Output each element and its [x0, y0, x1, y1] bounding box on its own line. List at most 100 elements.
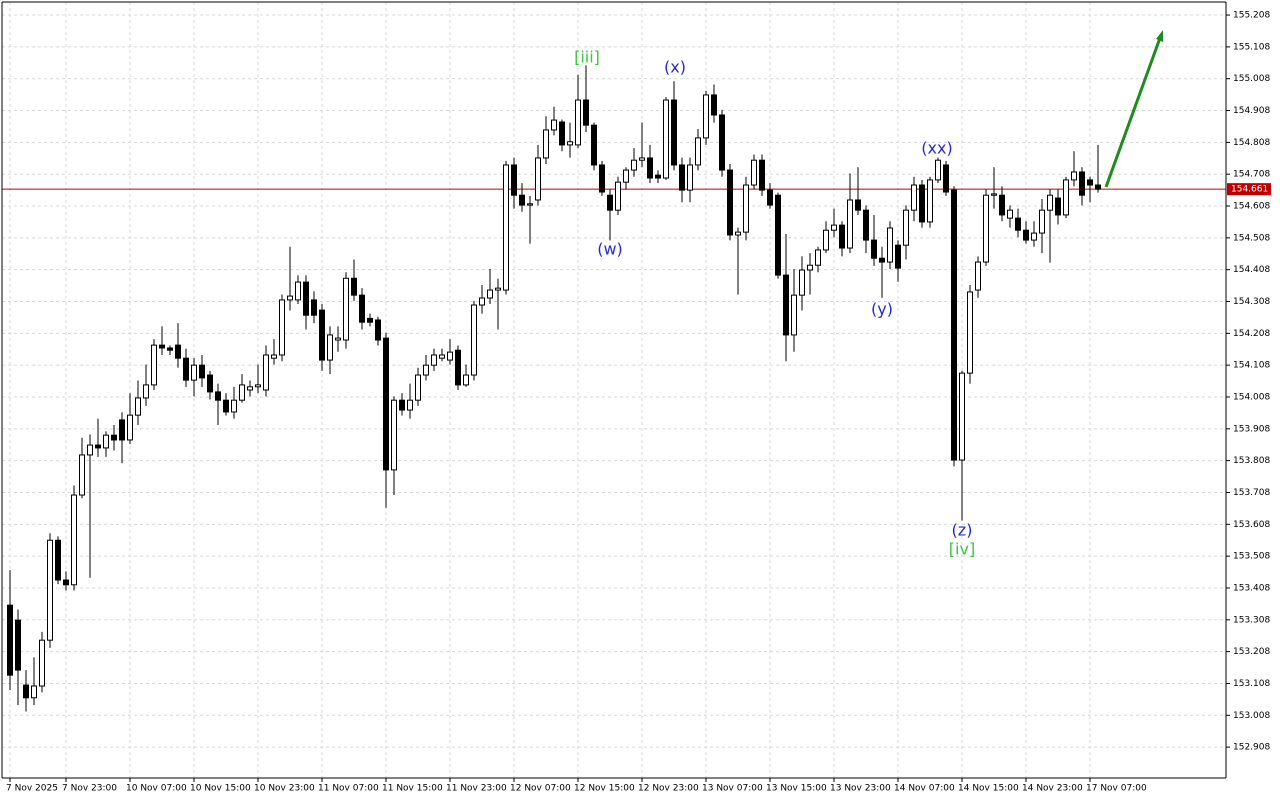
candle-body [495, 287, 501, 291]
candle-body [631, 159, 637, 171]
candle-body [399, 399, 405, 411]
candle-body [367, 317, 373, 323]
candle-body [151, 344, 157, 386]
candle-body [1087, 179, 1093, 186]
y-tick-label: 154.208 [1233, 329, 1270, 339]
y-tick-label: 152.908 [1233, 743, 1270, 753]
candle-body [903, 209, 909, 246]
candle-body [959, 372, 965, 461]
x-tick-label: 7 Nov 2025 [6, 784, 58, 794]
x-tick-label: 17 Nov 07:00 [1086, 784, 1147, 794]
candle-body [71, 494, 77, 586]
candle-body [439, 354, 445, 359]
candles [7, 65, 1101, 712]
candle-body [175, 344, 181, 359]
candle-body [215, 391, 221, 401]
candle-body [695, 137, 701, 166]
candle-body [447, 351, 453, 361]
x-tick-label: 13 Nov 15:00 [766, 784, 827, 794]
candle-body [663, 99, 669, 179]
arrow-head [1156, 30, 1163, 42]
y-tick-label: 155.008 [1233, 74, 1270, 84]
candle-body [999, 194, 1005, 216]
y-tick-label: 154.808 [1233, 138, 1270, 148]
candle-body [759, 159, 765, 191]
candle-body [935, 159, 941, 181]
candle-body [887, 227, 893, 263]
candle-body [55, 539, 61, 581]
x-tick-label: 14 Nov 15:00 [958, 784, 1019, 794]
wave-label: (w) [597, 240, 623, 259]
candle-body [15, 619, 21, 671]
y-tick-label: 153.508 [1233, 552, 1270, 562]
y-tick-label: 153.008 [1233, 711, 1270, 721]
candle-body [271, 354, 277, 359]
candle-body [303, 281, 309, 316]
candle-body [535, 157, 541, 201]
x-tick-label: 12 Nov 23:00 [638, 784, 699, 794]
candle-body [655, 174, 661, 179]
x-tick-label: 11 Nov 15:00 [382, 784, 443, 794]
forecast-arrow [1104, 30, 1163, 188]
candle-body [183, 357, 189, 381]
candle-body [871, 239, 877, 259]
candle-body [231, 399, 237, 413]
candle-body [359, 294, 365, 323]
candle-body [855, 199, 861, 211]
candle-body [143, 384, 149, 399]
current-price-box [1227, 183, 1271, 196]
grid [2, 2, 1226, 778]
candle-body [47, 539, 53, 641]
wave-label: (x) [664, 58, 686, 77]
wave-label: (z) [952, 521, 973, 540]
y-tick-label: 155.208 [1233, 11, 1270, 21]
candle-body [911, 184, 917, 211]
candle-body [431, 354, 437, 366]
candle-body [247, 386, 253, 391]
wave-label: [iv] [949, 540, 975, 559]
candle-body [799, 269, 805, 296]
candle-body [255, 384, 261, 388]
candle-body [423, 364, 429, 376]
y-tick-label: 153.308 [1233, 615, 1270, 625]
forecast-line [1104, 37, 1162, 188]
candle-body [703, 94, 709, 139]
x-tick-label: 10 Nov 07:00 [126, 784, 187, 794]
candle-body [127, 414, 133, 441]
candle-body [415, 374, 421, 401]
candle-body [967, 291, 973, 374]
candle-body [767, 189, 773, 206]
candle-body [895, 244, 901, 269]
candle-body [487, 289, 493, 299]
candle-body [103, 434, 109, 449]
candle-body [807, 264, 813, 271]
candle-body [727, 169, 733, 236]
y-tick-label: 153.708 [1233, 488, 1270, 498]
candle-body [375, 319, 381, 341]
candle-body [511, 164, 517, 196]
candle-body [1095, 184, 1101, 190]
x-tick-label: 12 Nov 15:00 [574, 784, 635, 794]
y-tick-label: 154.408 [1233, 265, 1270, 275]
candle-body [391, 399, 397, 471]
x-tick-label: 12 Nov 07:00 [510, 784, 571, 794]
candle-body [335, 337, 341, 341]
y-tick-label: 154.008 [1233, 393, 1270, 403]
y-tick-label: 154.308 [1233, 297, 1270, 307]
candle-body [815, 249, 821, 266]
candle-body [647, 157, 653, 179]
x-tick-label: 10 Nov 23:00 [254, 784, 315, 794]
y-tick-label: 153.808 [1233, 456, 1270, 466]
candle-body [583, 99, 589, 126]
candle-body [63, 579, 69, 586]
candle-body [295, 281, 301, 301]
candle-body [519, 194, 525, 206]
candle-body [87, 444, 93, 456]
candle-body [407, 399, 413, 411]
candle-body [455, 349, 461, 386]
candle-body [383, 337, 389, 471]
candle-body [527, 203, 533, 206]
candle-body [119, 419, 125, 441]
